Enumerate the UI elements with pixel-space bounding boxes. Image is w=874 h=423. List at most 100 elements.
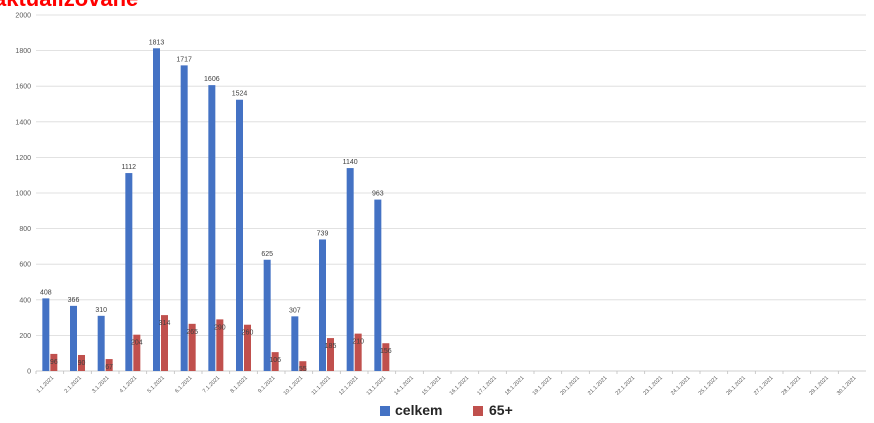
y-tick-label: 400 xyxy=(19,297,31,304)
y-tick-label: 1800 xyxy=(15,48,31,55)
x-tick-label: 14.1.2021 xyxy=(393,375,415,397)
bar-celkem xyxy=(42,298,50,371)
x-tick-label: 1.1.2021 xyxy=(36,375,55,394)
x-tick-label: 11.1.2021 xyxy=(311,375,332,396)
bar-65plus xyxy=(244,324,251,371)
legend-label-65plus: 65+ xyxy=(489,402,513,418)
data-label-celkem: 307 xyxy=(289,307,301,314)
bar-65plus xyxy=(188,323,196,371)
bar-celkem xyxy=(180,65,188,372)
x-tick-label: 17.1.2021 xyxy=(476,375,498,397)
data-label-65plus: 67 xyxy=(105,364,113,371)
y-tick-label: 1200 xyxy=(15,155,31,162)
bar-65plus xyxy=(133,334,141,371)
data-label-65plus: 314 xyxy=(159,320,171,327)
data-label-65plus: 210 xyxy=(352,339,364,346)
y-tick-label: 1600 xyxy=(15,84,31,91)
x-tick-label: 23.1.2021 xyxy=(642,375,664,397)
data-label-65plus: 96 xyxy=(50,359,58,366)
bar-celkem xyxy=(153,48,160,371)
y-tick-label: 1000 xyxy=(15,191,31,198)
data-label-celkem: 408 xyxy=(40,289,52,296)
banner-text: aktualizovane xyxy=(0,0,138,11)
data-label-65plus: 265 xyxy=(186,329,198,336)
data-label-celkem: 1112 xyxy=(122,164,137,171)
data-label-65plus: 106 xyxy=(269,357,281,364)
data-label-65plus: 55 xyxy=(299,366,307,373)
x-tick-label: 8.1.2021 xyxy=(230,375,249,394)
x-tick-label: 26.1.2021 xyxy=(725,375,747,397)
bar-celkem xyxy=(70,305,77,371)
bar-65plus xyxy=(161,315,168,371)
x-tick-label: 7.1.2021 xyxy=(202,375,221,394)
y-axis-ticks: 0 200 400 600 800 1000 1200 1400 1600 1800 2000 xyxy=(15,13,31,376)
bar-celkem xyxy=(208,85,216,371)
x-tick-label: 15.1.2021 xyxy=(421,375,443,397)
y-tick-label: 2000 xyxy=(15,13,31,20)
x-tick-label: 6.1.2021 xyxy=(174,375,193,394)
bar-celkem xyxy=(97,315,105,371)
x-tick-label: 2.1.2021 xyxy=(64,375,83,394)
x-tick-label: 3.1.2021 xyxy=(91,375,110,394)
x-tick-label: 5.1.2021 xyxy=(147,375,166,394)
bar-celkem xyxy=(291,316,299,371)
data-label-celkem: 625 xyxy=(261,251,273,258)
legend-label-celkem: celkem xyxy=(395,402,442,418)
bar-65plus xyxy=(78,354,85,371)
data-label-65plus: 156 xyxy=(380,348,392,355)
data-label-celkem: 1524 xyxy=(232,91,248,98)
data-label-celkem: 1717 xyxy=(176,56,192,63)
x-tick-label: 18.1.2021 xyxy=(504,375,526,397)
data-label-celkem: 310 xyxy=(95,307,107,314)
data-label-celkem: 739 xyxy=(317,230,329,237)
x-tick-label: 27.1.2021 xyxy=(753,375,775,397)
data-label-65plus: 90 xyxy=(78,360,86,367)
bar-celkem xyxy=(263,259,271,371)
bar-celkem xyxy=(374,199,382,371)
bar-65plus xyxy=(105,359,113,371)
data-label-celkem: 1140 xyxy=(343,159,358,166)
bar-65plus xyxy=(50,353,58,371)
x-tick-label: 20.1.2021 xyxy=(559,375,581,397)
bar-65plus xyxy=(382,343,390,371)
x-tick-label: 10.1.2021 xyxy=(283,375,305,397)
x-tick-label: 24.1.2021 xyxy=(670,375,692,397)
x-tick-label: 13.1.2021 xyxy=(366,375,388,397)
x-tick-label: 29.1.2021 xyxy=(808,375,830,397)
x-tick-label: 9.1.2021 xyxy=(257,375,276,394)
bars xyxy=(42,48,390,372)
y-tick-label: 0 xyxy=(27,369,31,376)
data-label-celkem: 366 xyxy=(68,297,80,304)
bar-65plus xyxy=(271,352,279,371)
x-tick-label: 4.1.2021 xyxy=(119,375,138,394)
data-label-65plus: 185 xyxy=(325,343,337,350)
x-tick-label: 28.1.2021 xyxy=(781,375,803,397)
x-tick-label: 16.1.2021 xyxy=(449,375,471,397)
x-tick-label: 19.1.2021 xyxy=(532,375,554,397)
bar-65plus xyxy=(299,361,307,371)
y-tick-label: 1400 xyxy=(15,119,31,126)
x-tick-label: 30.1.2021 xyxy=(836,375,858,397)
y-tick-label: 200 xyxy=(19,333,31,340)
x-tick-label: 12.1.2021 xyxy=(338,375,360,397)
data-label-65plus: 260 xyxy=(242,330,254,337)
y-tick-label: 800 xyxy=(19,226,31,233)
legend-swatch-celkem xyxy=(380,406,390,416)
legend: celkem 65+ xyxy=(380,402,513,418)
data-label-65plus: 204 xyxy=(131,340,143,347)
x-axis-ticks: 1.1.2021 2.1.2021 3.1.2021 4.1.2021 5.1.2021… xyxy=(35,371,858,397)
bar-65plus xyxy=(354,333,362,371)
data-labels: 408 96 366 90 310 67 1112 204 1813 314 1717 265 1606… xyxy=(40,39,392,373)
legend-swatch-65plus xyxy=(473,406,483,416)
grid-lines xyxy=(36,14,866,372)
bar-celkem xyxy=(346,168,354,371)
data-label-65plus: 290 xyxy=(214,324,226,331)
data-label-celkem: 963 xyxy=(372,191,384,198)
bar-celkem xyxy=(125,173,133,371)
x-tick-label: 21.1.2021 xyxy=(587,375,609,397)
bar-celkem xyxy=(319,239,326,371)
bar-celkem xyxy=(236,99,243,371)
x-tick-label: 22.1.2021 xyxy=(615,375,637,397)
data-label-celkem: 1813 xyxy=(149,39,165,46)
